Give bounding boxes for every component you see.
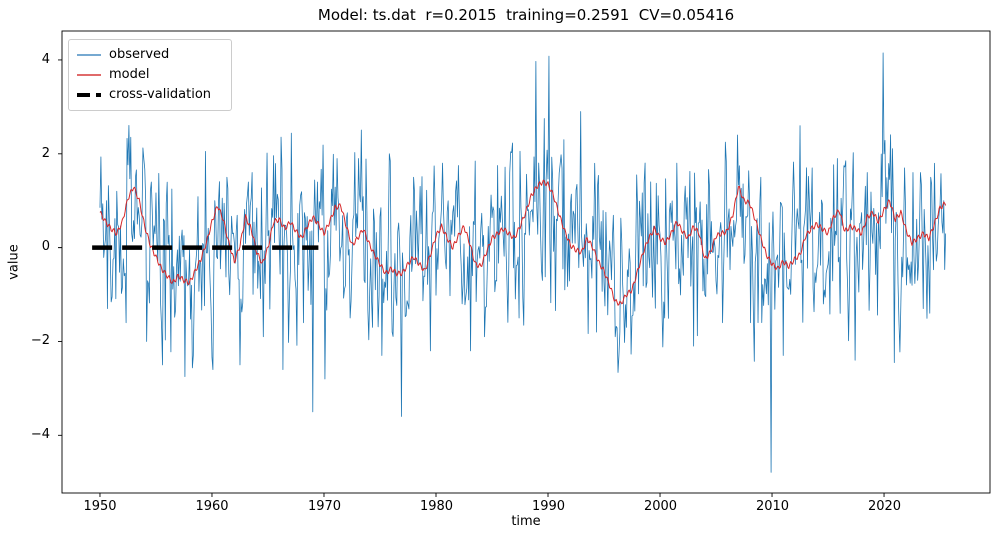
cross-validation-line-swatch (77, 93, 101, 97)
x-tick-label-1970: 1970 (307, 499, 342, 514)
legend-label-model: model (109, 67, 150, 82)
x-tick-label-2020: 2020 (867, 499, 902, 514)
legend-label-cross-validation: cross-validation (109, 87, 212, 102)
y-tick-label-4: 4 (41, 52, 50, 67)
legend-item-model: model (77, 65, 223, 85)
y-tick-label-0: 0 (41, 239, 50, 254)
x-tick-label-2010: 2010 (755, 499, 790, 514)
x-tick-label-1950: 1950 (83, 499, 117, 514)
x-tick-label-1980: 1980 (419, 499, 454, 514)
chart-title: Model: ts.dat r=0.2015 training=0.2591 C… (317, 6, 735, 24)
x-axis-label: time (511, 514, 541, 529)
x-tick-label-1990: 1990 (531, 499, 566, 514)
x-tick-label-2000: 2000 (643, 499, 678, 514)
y-tick-label-neg4: −4 (30, 427, 50, 442)
legend-item-cross-validation: cross-validation (77, 85, 223, 105)
y-tick-label-2: 2 (41, 146, 50, 161)
y-tick-label-neg2: −2 (30, 333, 50, 348)
legend-label-observed: observed (109, 47, 170, 62)
legend: observed model cross-validation (68, 39, 232, 111)
model-line-swatch (77, 74, 101, 76)
legend-item-observed: observed (77, 45, 223, 65)
observed-line-swatch (77, 54, 101, 56)
x-tick-label-1960: 1960 (195, 499, 229, 514)
